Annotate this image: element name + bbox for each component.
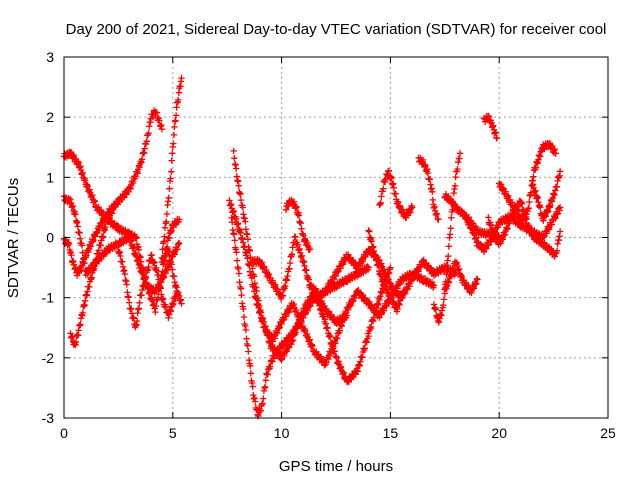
plus-marker <box>321 246 459 302</box>
plus-marker <box>115 248 181 331</box>
x-tick-label: 25 <box>600 425 616 441</box>
y-tick-label: 1 <box>46 169 54 185</box>
scatter-series <box>480 112 501 142</box>
scatter-series <box>115 248 181 331</box>
x-tick-label: 10 <box>274 425 290 441</box>
scatter-series <box>158 246 185 307</box>
scatter-series <box>441 258 481 297</box>
plus-marker <box>226 197 438 369</box>
scatter-series <box>67 203 118 349</box>
scatter-series <box>282 196 314 253</box>
scatter-series <box>365 227 407 315</box>
plus-marker <box>376 167 416 221</box>
x-tick-label: 20 <box>491 425 507 441</box>
axis-ticks <box>63 56 609 419</box>
plus-marker <box>282 196 314 253</box>
x-axis-label: GPS time / hours <box>279 458 393 475</box>
plus-marker <box>485 197 564 260</box>
scatter-series <box>415 154 442 223</box>
scatter-series <box>226 197 438 369</box>
plus-marker <box>415 154 442 223</box>
plus-marker <box>528 168 564 224</box>
plus-marker <box>480 112 501 142</box>
x-tick-label: 0 <box>60 425 68 441</box>
plus-marker <box>247 233 351 327</box>
y-tick-label: 3 <box>46 49 54 65</box>
plus-marker <box>365 227 407 315</box>
x-tick-labels: 0 5 10 15 20 25 <box>60 425 616 441</box>
scatter-series <box>528 168 564 224</box>
plus-marker <box>441 258 481 297</box>
y-tick-label: 0 <box>46 230 54 246</box>
y-axis-label: SDTVAR / TECUs <box>5 178 22 298</box>
x-tick-label: 5 <box>169 425 177 441</box>
scatter-series <box>321 246 459 302</box>
chart-title: Day 200 of 2021, Sidereal Day-to-day VTE… <box>66 21 607 38</box>
y-tick-label: -3 <box>42 410 55 426</box>
y-tick-label: -2 <box>42 350 55 366</box>
x-tick-label: 15 <box>383 425 399 441</box>
plus-marker <box>67 203 118 349</box>
plus-marker <box>158 246 185 307</box>
y-tick-label: 2 <box>46 109 54 125</box>
scatter-series <box>485 197 564 260</box>
scatter-series <box>247 233 351 327</box>
y-tick-labels: -3 -2 -1 0 1 2 3 <box>42 49 55 426</box>
y-tick-label: -1 <box>42 290 55 306</box>
scatter-series <box>376 167 416 221</box>
